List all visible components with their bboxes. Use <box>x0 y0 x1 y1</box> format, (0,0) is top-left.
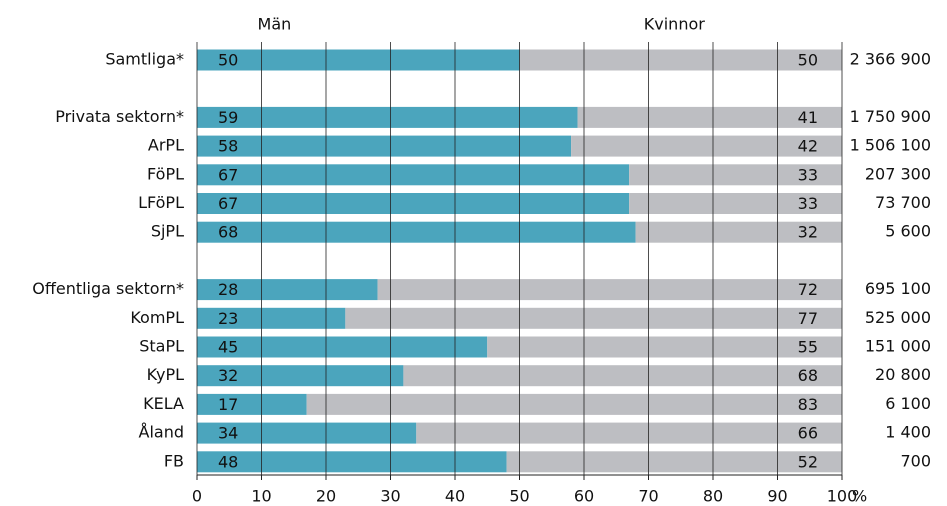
x-tick-label: 70 <box>638 487 658 506</box>
x-tick-label: 100 <box>827 487 858 506</box>
category-label: LFöPL <box>138 193 184 212</box>
value-label: 66 <box>798 424 818 443</box>
bar-segment <box>197 307 346 329</box>
value-label: 32 <box>218 366 238 385</box>
value-label: 83 <box>798 395 818 414</box>
total-label: 207 300 <box>865 164 931 183</box>
total-label: 700 <box>900 451 931 470</box>
x-tick-label: 20 <box>316 487 336 506</box>
bar-segment <box>197 279 378 301</box>
x-tick-label: 10 <box>251 487 271 506</box>
value-label: 68 <box>218 223 238 242</box>
x-tick-label: 40 <box>445 487 465 506</box>
value-label: 67 <box>218 194 238 213</box>
bar-segment <box>629 164 842 186</box>
bar-segment <box>345 307 842 329</box>
bar-segment <box>635 221 842 243</box>
total-label: 6 100 <box>885 394 931 413</box>
total-label: 1 750 900 <box>850 107 931 126</box>
bar-segment <box>571 135 842 157</box>
value-label: 33 <box>798 194 818 213</box>
value-label: 52 <box>798 452 818 471</box>
value-label: 23 <box>218 309 238 328</box>
x-tick-label: 30 <box>380 487 400 506</box>
value-label: 68 <box>798 366 818 385</box>
x-axis-label: % <box>852 487 867 506</box>
x-tick-label: 80 <box>703 487 723 506</box>
bar-segment <box>506 451 842 473</box>
value-label: 48 <box>218 452 238 471</box>
value-label: 55 <box>798 338 818 357</box>
total-label: 20 800 <box>875 365 931 384</box>
bar-segment <box>197 193 630 214</box>
bar-segment <box>377 279 842 301</box>
value-label: 50 <box>798 51 818 70</box>
bar-segment <box>487 336 842 358</box>
category-label: KomPL <box>130 308 184 327</box>
total-label: 5 600 <box>885 222 931 241</box>
x-tick-label: 0 <box>192 487 202 506</box>
bar-segment <box>577 106 842 128</box>
bar-segment <box>416 422 842 444</box>
bar-segment <box>197 336 488 358</box>
value-label: 33 <box>798 165 818 184</box>
value-label: 45 <box>218 338 238 357</box>
bar-segment <box>403 365 842 387</box>
total-label: 2 366 900 <box>850 50 931 69</box>
value-label: 34 <box>218 424 238 443</box>
category-label: KELA <box>143 394 184 413</box>
bar-segment <box>197 106 578 128</box>
value-label: 42 <box>798 137 818 156</box>
series-header: Kvinnor <box>644 15 705 34</box>
x-tick-label: 60 <box>574 487 594 506</box>
bar-segment <box>197 365 404 387</box>
category-label: Åland <box>139 423 185 442</box>
category-label: FöPL <box>147 164 184 183</box>
bar-segment <box>197 422 417 444</box>
value-label: 17 <box>218 395 238 414</box>
category-label: FB <box>164 451 184 470</box>
value-label: 50 <box>218 51 238 70</box>
category-label: Offentliga sektorn* <box>32 279 184 298</box>
value-label: 67 <box>218 165 238 184</box>
value-label: 32 <box>798 223 818 242</box>
category-label: Samtliga* <box>105 50 184 69</box>
bar-segment <box>197 49 520 71</box>
bar-segment <box>306 393 842 415</box>
value-label: 41 <box>798 108 818 127</box>
bar-segment <box>629 193 842 214</box>
value-label: 59 <box>218 108 238 127</box>
value-label: 77 <box>798 309 818 328</box>
total-label: 1 506 100 <box>850 136 931 155</box>
value-label: 58 <box>218 137 238 156</box>
x-tick-label: 50 <box>509 487 529 506</box>
category-label: StaPL <box>139 337 184 356</box>
bar-segment <box>197 451 507 473</box>
total-label: 1 400 <box>885 423 931 442</box>
category-label: ArPL <box>148 136 184 155</box>
total-label: 151 000 <box>865 337 931 356</box>
total-label: 695 100 <box>865 279 931 298</box>
bar-segment <box>197 135 572 157</box>
total-label: 525 000 <box>865 308 931 327</box>
bar-segment <box>197 221 636 243</box>
x-tick-label: 90 <box>767 487 787 506</box>
bar-segment <box>197 164 630 186</box>
value-label: 28 <box>218 280 238 299</box>
category-label: SjPL <box>151 222 184 241</box>
value-label: 72 <box>798 280 818 299</box>
total-label: 73 700 <box>875 193 931 212</box>
series-header: Män <box>258 15 292 34</box>
bar-segment <box>519 49 842 71</box>
category-label: KyPL <box>147 365 184 384</box>
category-label: Privata sektorn* <box>55 107 184 126</box>
bar-segment <box>197 393 307 415</box>
